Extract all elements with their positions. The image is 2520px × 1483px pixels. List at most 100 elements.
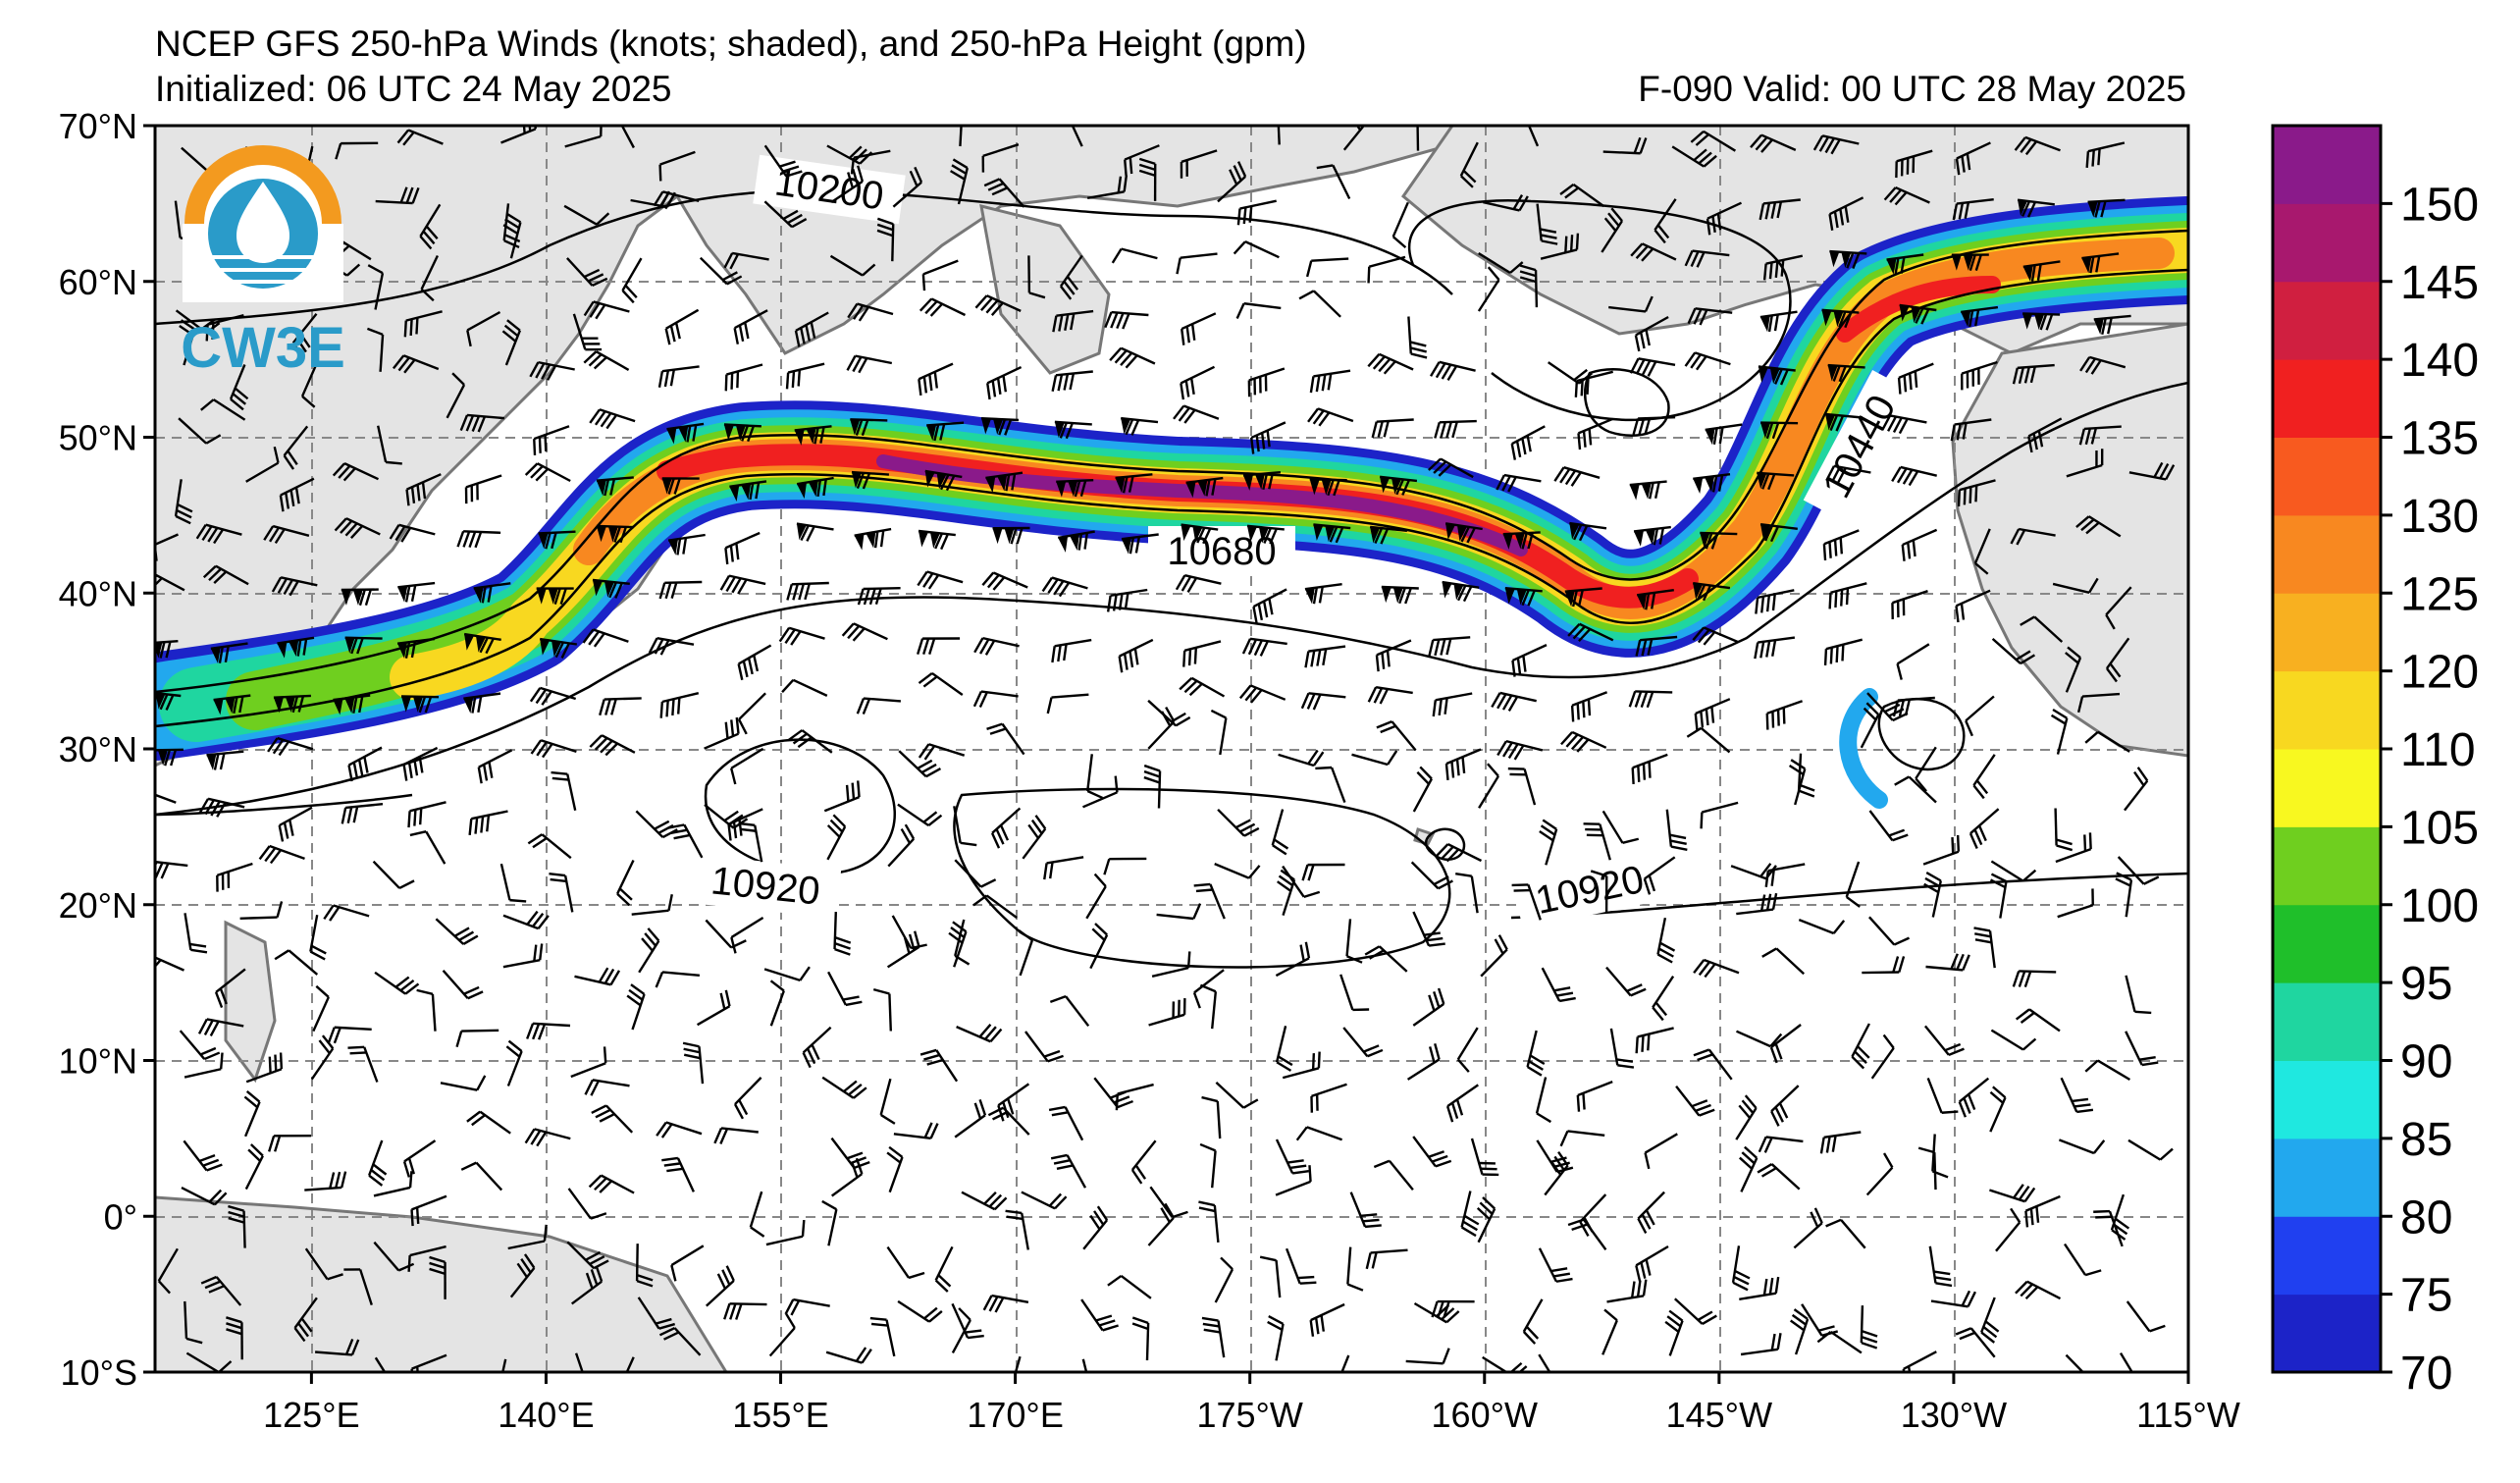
wind-barb [1825, 464, 1871, 484]
wind-barb [392, 354, 440, 374]
wind-barb [850, 418, 888, 437]
wind-barb [661, 1156, 695, 1192]
wind-barb [2012, 363, 2055, 385]
cw3e-logo-icon [183, 145, 343, 302]
wind-barb [1233, 240, 1280, 259]
wind-barb [1700, 531, 1738, 550]
lon-tick-label: 145°W [1666, 1395, 1772, 1435]
wind-barb [1759, 310, 1798, 333]
wind-barb [496, 1358, 507, 1372]
wind-barb [2057, 888, 2094, 919]
wind-barb [2015, 1008, 2061, 1033]
wind-barb [781, 678, 828, 697]
wind-barb [367, 264, 385, 310]
wind-barb [658, 580, 703, 600]
lat-tick-label: 60°N [59, 262, 137, 302]
wind-barb [1671, 145, 1717, 168]
wind-barb [1118, 638, 1154, 673]
wind-barb [1819, 1131, 1862, 1154]
wind-barb [1865, 1152, 1894, 1196]
wind-barb [1510, 425, 1546, 460]
wind-barb [1295, 1126, 1343, 1141]
wind-barb [1739, 1276, 1780, 1300]
wind-barb [821, 1199, 838, 1246]
wind-barb [1491, 691, 1537, 712]
wind-barb [1199, 1142, 1217, 1189]
wind-barb [1770, 1085, 1800, 1127]
wind-barb [872, 987, 892, 1032]
wind-barb [950, 158, 969, 205]
wind-barb [1106, 588, 1148, 612]
wind-barb [397, 581, 436, 603]
wind-barb [1149, 1186, 1188, 1219]
colorbar-label: 90 [2400, 1036, 2452, 1088]
wind-barb [719, 574, 766, 595]
wind-barb [1750, 133, 1797, 153]
wind-barb [1201, 1095, 1222, 1139]
wind-barb [200, 1275, 242, 1306]
wind-barb [155, 640, 179, 659]
wind-barb [583, 350, 630, 371]
wind-barb [185, 1351, 233, 1372]
wind-barb [788, 729, 833, 754]
wind-barb [456, 530, 501, 549]
wind-barb [1637, 1191, 1665, 1234]
wind-barb [2050, 708, 2069, 755]
wind-barb [1477, 266, 1500, 312]
wind-barb [1692, 626, 1739, 646]
wind-barb [919, 1048, 959, 1083]
wind-barb [1005, 1209, 1029, 1250]
wind-barb [429, 1255, 446, 1299]
wind-barb [2087, 198, 2126, 218]
wind-barb [1130, 1139, 1157, 1185]
wind-barb [304, 1247, 343, 1281]
wind-barb [1816, 1330, 1863, 1354]
wind-barb [1601, 1308, 1618, 1355]
wind-barb [851, 470, 889, 490]
wind-barb [327, 1026, 372, 1044]
wind-barb [1059, 254, 1083, 300]
wind-barb [373, 1241, 415, 1272]
wind-barb [402, 1139, 437, 1178]
wind-barb [466, 310, 501, 347]
wind-barb [205, 314, 244, 342]
wind-barb [1376, 719, 1417, 752]
wind-barb [1870, 1033, 1895, 1080]
wind-barb [2093, 314, 2131, 335]
wind-barb [435, 918, 479, 946]
wind-barb [1375, 639, 1412, 672]
wind-barb [527, 833, 572, 860]
wind-barb [696, 989, 731, 1027]
wind-barb [704, 716, 740, 750]
wind-barb [1156, 903, 1202, 921]
wind-barb [729, 480, 767, 502]
lon-tick-label: 155°E [732, 1395, 828, 1435]
wind-barb [396, 129, 444, 146]
wind-barb [551, 770, 577, 812]
wind-barb [1367, 352, 1414, 375]
wind-barb [621, 257, 643, 304]
wind-barb [1504, 586, 1543, 607]
lon-tick-label: 170°E [967, 1395, 1063, 1435]
wind-barb [794, 311, 829, 347]
wind-barb [658, 150, 696, 182]
wind-barb [229, 364, 249, 411]
wind-barb [1930, 1290, 1976, 1308]
colorbar-segment [2273, 514, 2381, 594]
wind-barb [1740, 1333, 1782, 1356]
wind-barb [738, 821, 763, 863]
wind-barb [1009, 1355, 1022, 1372]
wind-barb [1576, 1080, 1613, 1112]
wind-barb [1788, 759, 1807, 806]
latitude-ticks: 70°N 60°N 50°N 40°N 30°N 20°N 10°N 0° 10°S [59, 106, 155, 1393]
wind-barb [463, 692, 501, 714]
wind-barb [300, 361, 319, 408]
wind-barb [953, 806, 977, 847]
wind-barb [1894, 775, 1937, 804]
wind-barb [1085, 873, 1107, 920]
wind-barb [1896, 643, 1930, 680]
wind-barb [198, 797, 245, 818]
wind-barb [200, 398, 246, 421]
wind-barb [616, 1356, 635, 1372]
wind-barb [226, 1316, 243, 1360]
